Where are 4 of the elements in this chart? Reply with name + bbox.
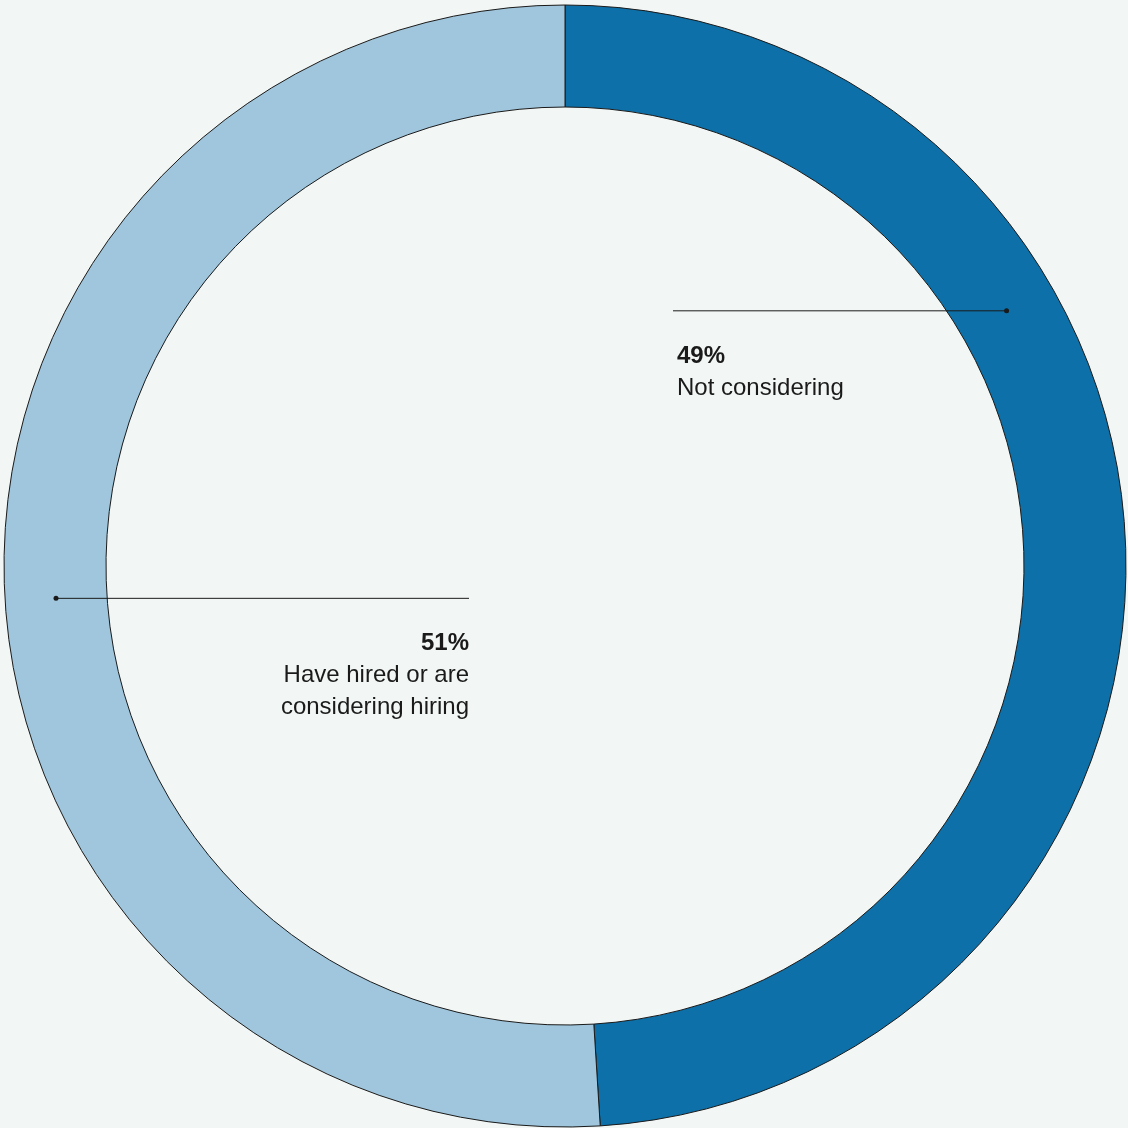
slice-label: Not considering	[677, 372, 844, 400]
slice-label: Have hired or are considering hiring	[280, 660, 469, 720]
data-label: 51%	[420, 628, 469, 656]
data-label: 49%	[677, 340, 726, 368]
